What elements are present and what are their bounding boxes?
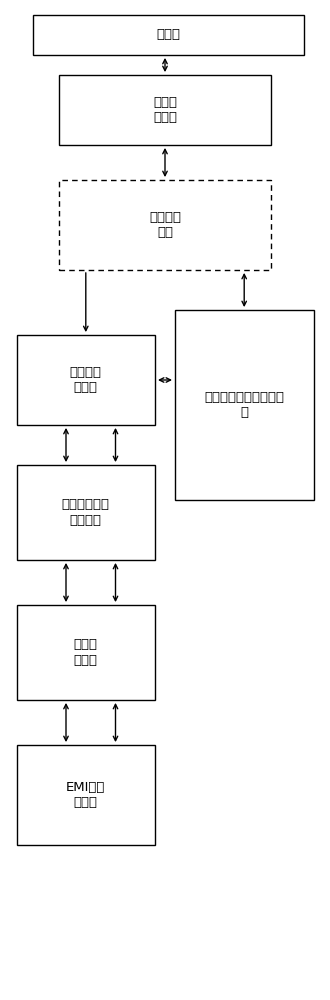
Text: 单相高频
变频器: 单相高频 变频器 [70, 366, 102, 394]
Text: 线性驱
动电路: 线性驱 动电路 [153, 96, 177, 124]
Bar [59, 75, 271, 145]
Text: 单片机: 单片机 [156, 28, 180, 41]
Text: 升压型功率因
素校正器: 升压型功率因 素校正器 [62, 498, 110, 526]
Bar [33, 15, 304, 55]
Bar [175, 310, 314, 500]
Text: 可控硅
整流器: 可控硅 整流器 [74, 638, 98, 666]
Bar [16, 605, 155, 700]
Bar [16, 465, 155, 560]
Bar [16, 745, 155, 845]
Text: 带通滤波低失真振荡电
路: 带通滤波低失真振荡电 路 [204, 391, 284, 419]
Text: EMI单相
滤波器: EMI单相 滤波器 [66, 781, 106, 809]
Bar [59, 180, 271, 270]
Bar [16, 335, 155, 425]
Text: 采样保护
电路: 采样保护 电路 [149, 211, 181, 239]
